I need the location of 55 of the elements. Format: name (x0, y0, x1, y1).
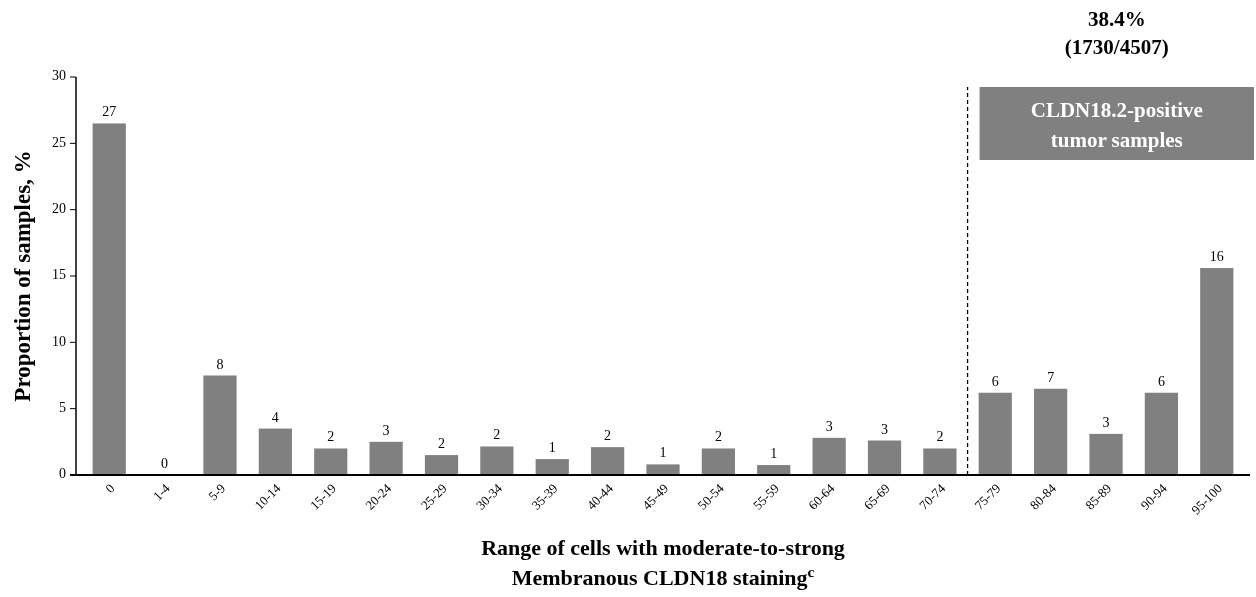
y-tick-label: 20 (52, 200, 66, 216)
data-label: 1 (548, 440, 556, 456)
y-tick-label: 30 (52, 68, 66, 84)
bar (203, 375, 237, 475)
data-label: 7 (1047, 369, 1055, 385)
bar (258, 428, 292, 475)
data-label: 2 (714, 429, 722, 445)
data-label: 2 (936, 429, 944, 445)
data-label: 6 (1157, 373, 1165, 389)
bar (424, 455, 459, 475)
bar (701, 448, 735, 475)
data-label: 27 (102, 104, 117, 120)
data-label: 2 (604, 428, 612, 444)
data-label: 4 (271, 409, 279, 425)
annotation: CLDN18.2-positive tumor samples (1030, 98, 1203, 152)
y-tick-label: 25 (52, 134, 66, 150)
y-tick-label: 10 (52, 333, 66, 349)
bar (480, 446, 514, 475)
x-tick-label: 5-9 (205, 480, 229, 504)
bar (591, 447, 625, 475)
bar (314, 448, 348, 475)
x-axis-title: Range of cells with moderate-to-strong Membranous CLDN18 staining$^{c}$ (481, 535, 845, 590)
data-label: 0 (161, 456, 169, 471)
text: 38.4% (1730/4507) (1064, 7, 1169, 59)
data-label: 2 (437, 436, 445, 452)
data-label: 6 (991, 373, 999, 389)
data-label: 3 (881, 421, 889, 437)
data-label: 16 (1209, 249, 1224, 265)
bar (1034, 388, 1068, 475)
y-tick-label: 5 (59, 399, 66, 415)
y-tick-label: 15 (52, 267, 66, 283)
data-label: 2 (493, 427, 501, 443)
data-label: 3 (1102, 414, 1110, 430)
bar (757, 465, 791, 475)
bar (812, 437, 846, 475)
data-label: 3 (382, 422, 390, 438)
data-label: 2 (327, 429, 335, 445)
y-tick-label: 0 (59, 466, 66, 482)
bar (1144, 392, 1179, 475)
bar (923, 448, 957, 475)
y-axis-title: Proportion of samples, % (10, 150, 35, 402)
data-label: 8 (216, 356, 224, 372)
data-label: 3 (825, 418, 833, 434)
bar (867, 440, 902, 475)
data-label: 1 (659, 445, 667, 461)
bar (369, 441, 403, 475)
data-label: 1 (770, 446, 778, 462)
bar (92, 123, 126, 475)
bar (1089, 433, 1123, 475)
bar (1200, 268, 1234, 475)
bar (646, 464, 680, 475)
bar (978, 392, 1012, 475)
bar (535, 459, 569, 475)
x-tick-label: 1-4 (149, 480, 174, 504)
x-tick-label: 0 (102, 480, 118, 496)
